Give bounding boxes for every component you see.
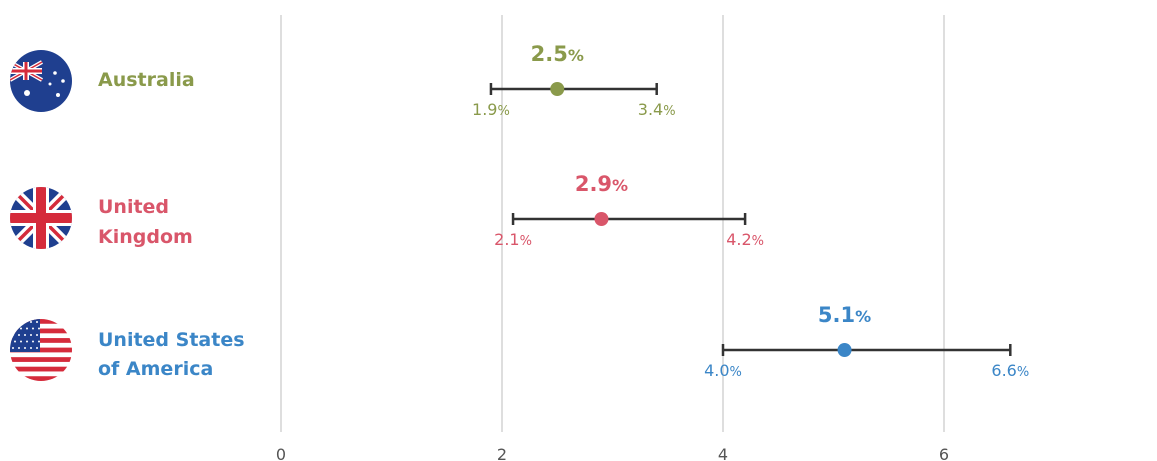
low-label: 1.9%	[472, 100, 510, 119]
estimate-point	[837, 343, 852, 357]
high-label: 4.2%	[726, 230, 764, 249]
x-tick-label: 0	[276, 445, 286, 461]
x-tick-label: 6	[939, 445, 949, 461]
country-label: of America	[98, 358, 213, 380]
country-label: Australia	[98, 69, 195, 91]
country-label: Kingdom	[98, 226, 193, 248]
australia-flag-icon	[10, 50, 72, 112]
estimate-label: 2.5%	[531, 42, 584, 66]
usa-flag-icon	[10, 319, 72, 381]
united-kingdom-flag-icon	[10, 187, 72, 249]
country-label: United	[98, 196, 169, 218]
x-tick-label: 2	[497, 445, 507, 461]
high-label: 6.6%	[991, 361, 1029, 380]
low-label: 4.0%	[704, 361, 742, 380]
high-label: 3.4%	[638, 100, 676, 119]
country-label: United States	[98, 329, 245, 351]
estimate-label: 5.1%	[818, 303, 871, 327]
estimate-point	[594, 212, 609, 226]
x-tick-label: 4	[718, 445, 728, 461]
estimate-label: 2.9%	[575, 172, 628, 196]
estimate-point	[550, 82, 565, 96]
low-label: 2.1%	[494, 230, 532, 249]
